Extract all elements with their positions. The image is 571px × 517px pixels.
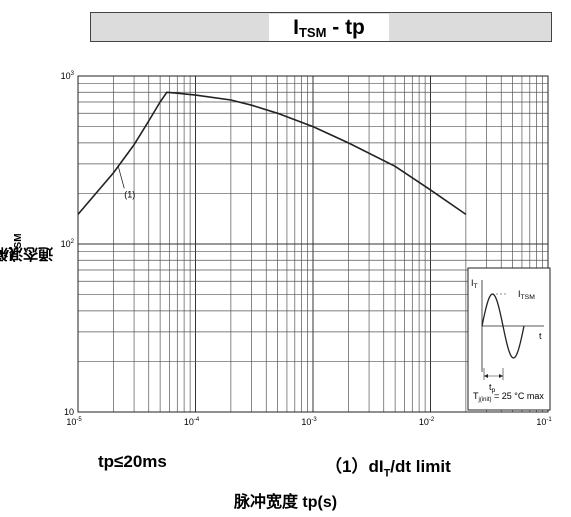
curve-1-note: （1）dIT/dt limit	[325, 457, 451, 480]
x-tick-label: 10-4	[184, 417, 200, 427]
x-tick-label: 10-2	[419, 417, 435, 427]
plot-frame	[77, 75, 549, 413]
inset-itsm-label: ITSM	[518, 289, 535, 301]
chart-title: ITSM - tp	[269, 14, 389, 41]
chart-title-bar: ITSM - tp	[90, 12, 552, 42]
inset-t-label: t	[539, 331, 542, 341]
tp-arrow-right	[499, 374, 503, 378]
y-tick-label: 102	[61, 239, 75, 249]
x-tick-label: 10-1	[536, 417, 552, 427]
surge-current-curve	[77, 91, 467, 216]
x-axis-label: 脉冲宽度 tp(s)	[233, 494, 338, 511]
curve-label-leader	[117, 166, 125, 189]
y-tick-label: 103	[61, 71, 75, 81]
inset-tp-label: tp	[489, 382, 496, 394]
x-tick-label: 10-5	[66, 417, 82, 427]
y-tick-label: 10	[64, 407, 74, 417]
tp-arrow-left	[484, 374, 488, 378]
curve-1-label: (1)	[124, 189, 135, 199]
x-tick-label: 10-3	[301, 417, 317, 427]
inset-tj-label: Tj(init) = 25 °C max	[473, 391, 544, 403]
inset-it-label: IT	[471, 278, 478, 290]
sine-waveform	[481, 293, 525, 359]
waveform-inset	[467, 267, 551, 411]
pulse-limit-note: tp≤20ms	[98, 452, 167, 471]
